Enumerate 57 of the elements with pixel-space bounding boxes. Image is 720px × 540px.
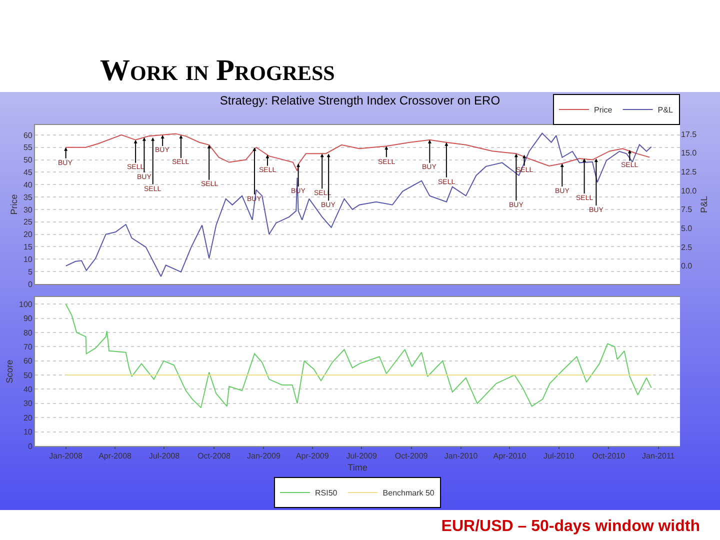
x-tick-label: Apr-2010 [493,452,527,461]
x-tick-label: Apr-2009 [296,452,330,461]
y-tick-label: 60 [23,356,33,366]
y-tick-label: 40 [23,180,33,190]
y-tick-label: 10 [23,428,33,437]
y-tick-label: 35 [23,192,33,202]
y2-axis-title: P&L [698,196,709,214]
y-axis-title: Price [8,194,19,215]
x-axis-title: Time [348,462,368,472]
y-tick-label: 55 [23,143,33,152]
y2-tick-label: 0.0 [681,262,693,271]
chart-title: Strategy: Relative Strength Index Crossover on ERO [220,93,500,108]
y-tick-label: 80 [23,328,33,338]
x-tick-label: Apr-2008 [98,452,132,461]
y-tick-label: 25 [23,218,33,227]
y-tick-label: 0 [28,442,33,451]
x-tick-label: Oct-2009 [394,452,428,461]
x-tick-label: Jan-2010 [444,452,478,461]
y-tick-label: 30 [23,205,33,214]
x-tick-label: Jan-2009 [247,452,281,461]
y-axis-title: Score [4,360,14,384]
y-tick-label: 20 [23,413,33,422]
y2-tick-label: 15.0 [681,148,698,158]
y-tick-label: 50 [23,156,33,165]
y-tick-label: 70 [23,342,33,352]
y-tick-label: 20 [23,230,33,240]
y-tick-label: 40 [23,385,33,394]
y2-tick-label: 12.5 [681,168,698,177]
legend-label: Price [594,106,613,115]
legend-label: Benchmark 50 [382,488,435,498]
line-series [65,304,652,408]
text: Work in Progress [100,54,335,88]
x-tick-label: Oct-2010 [592,452,626,461]
y-tick-label: 15 [23,242,33,252]
x-tick-label: Jul-2010 [544,452,575,461]
y2-tick-label: 2.5 [681,242,693,252]
y-tick-label: 90 [23,314,33,324]
x-tick-label: Oct-2008 [198,452,231,461]
x-tick-label: Jan-2011 [642,452,676,461]
legend-label: P&L [658,106,674,115]
legend-label: RSI50 [315,488,338,498]
y-tick-label: 0 [28,280,33,289]
y-tick-label: 100 [19,300,33,309]
y-tick-label: 60 [23,130,33,140]
x-tick-label: Jul-2008 [148,452,180,461]
y-tick-label: 5 [28,267,33,276]
y2-tick-label: 10.0 [681,186,698,196]
x-tick-label: Jan-2008 [49,452,84,461]
y-tick-label: 10 [23,254,33,264]
y2-tick-label: 17.5 [681,130,698,139]
text: EUR/USD – 50-days window width [441,518,700,536]
y-tick-label: 45 [23,168,33,177]
x-tick-label: Jul-2009 [346,452,378,461]
y2-tick-label: 7.5 [681,205,693,214]
y-tick-label: 30 [23,399,33,408]
y2-tick-label: 5.0 [681,224,693,234]
y-tick-label: 50 [23,370,33,380]
